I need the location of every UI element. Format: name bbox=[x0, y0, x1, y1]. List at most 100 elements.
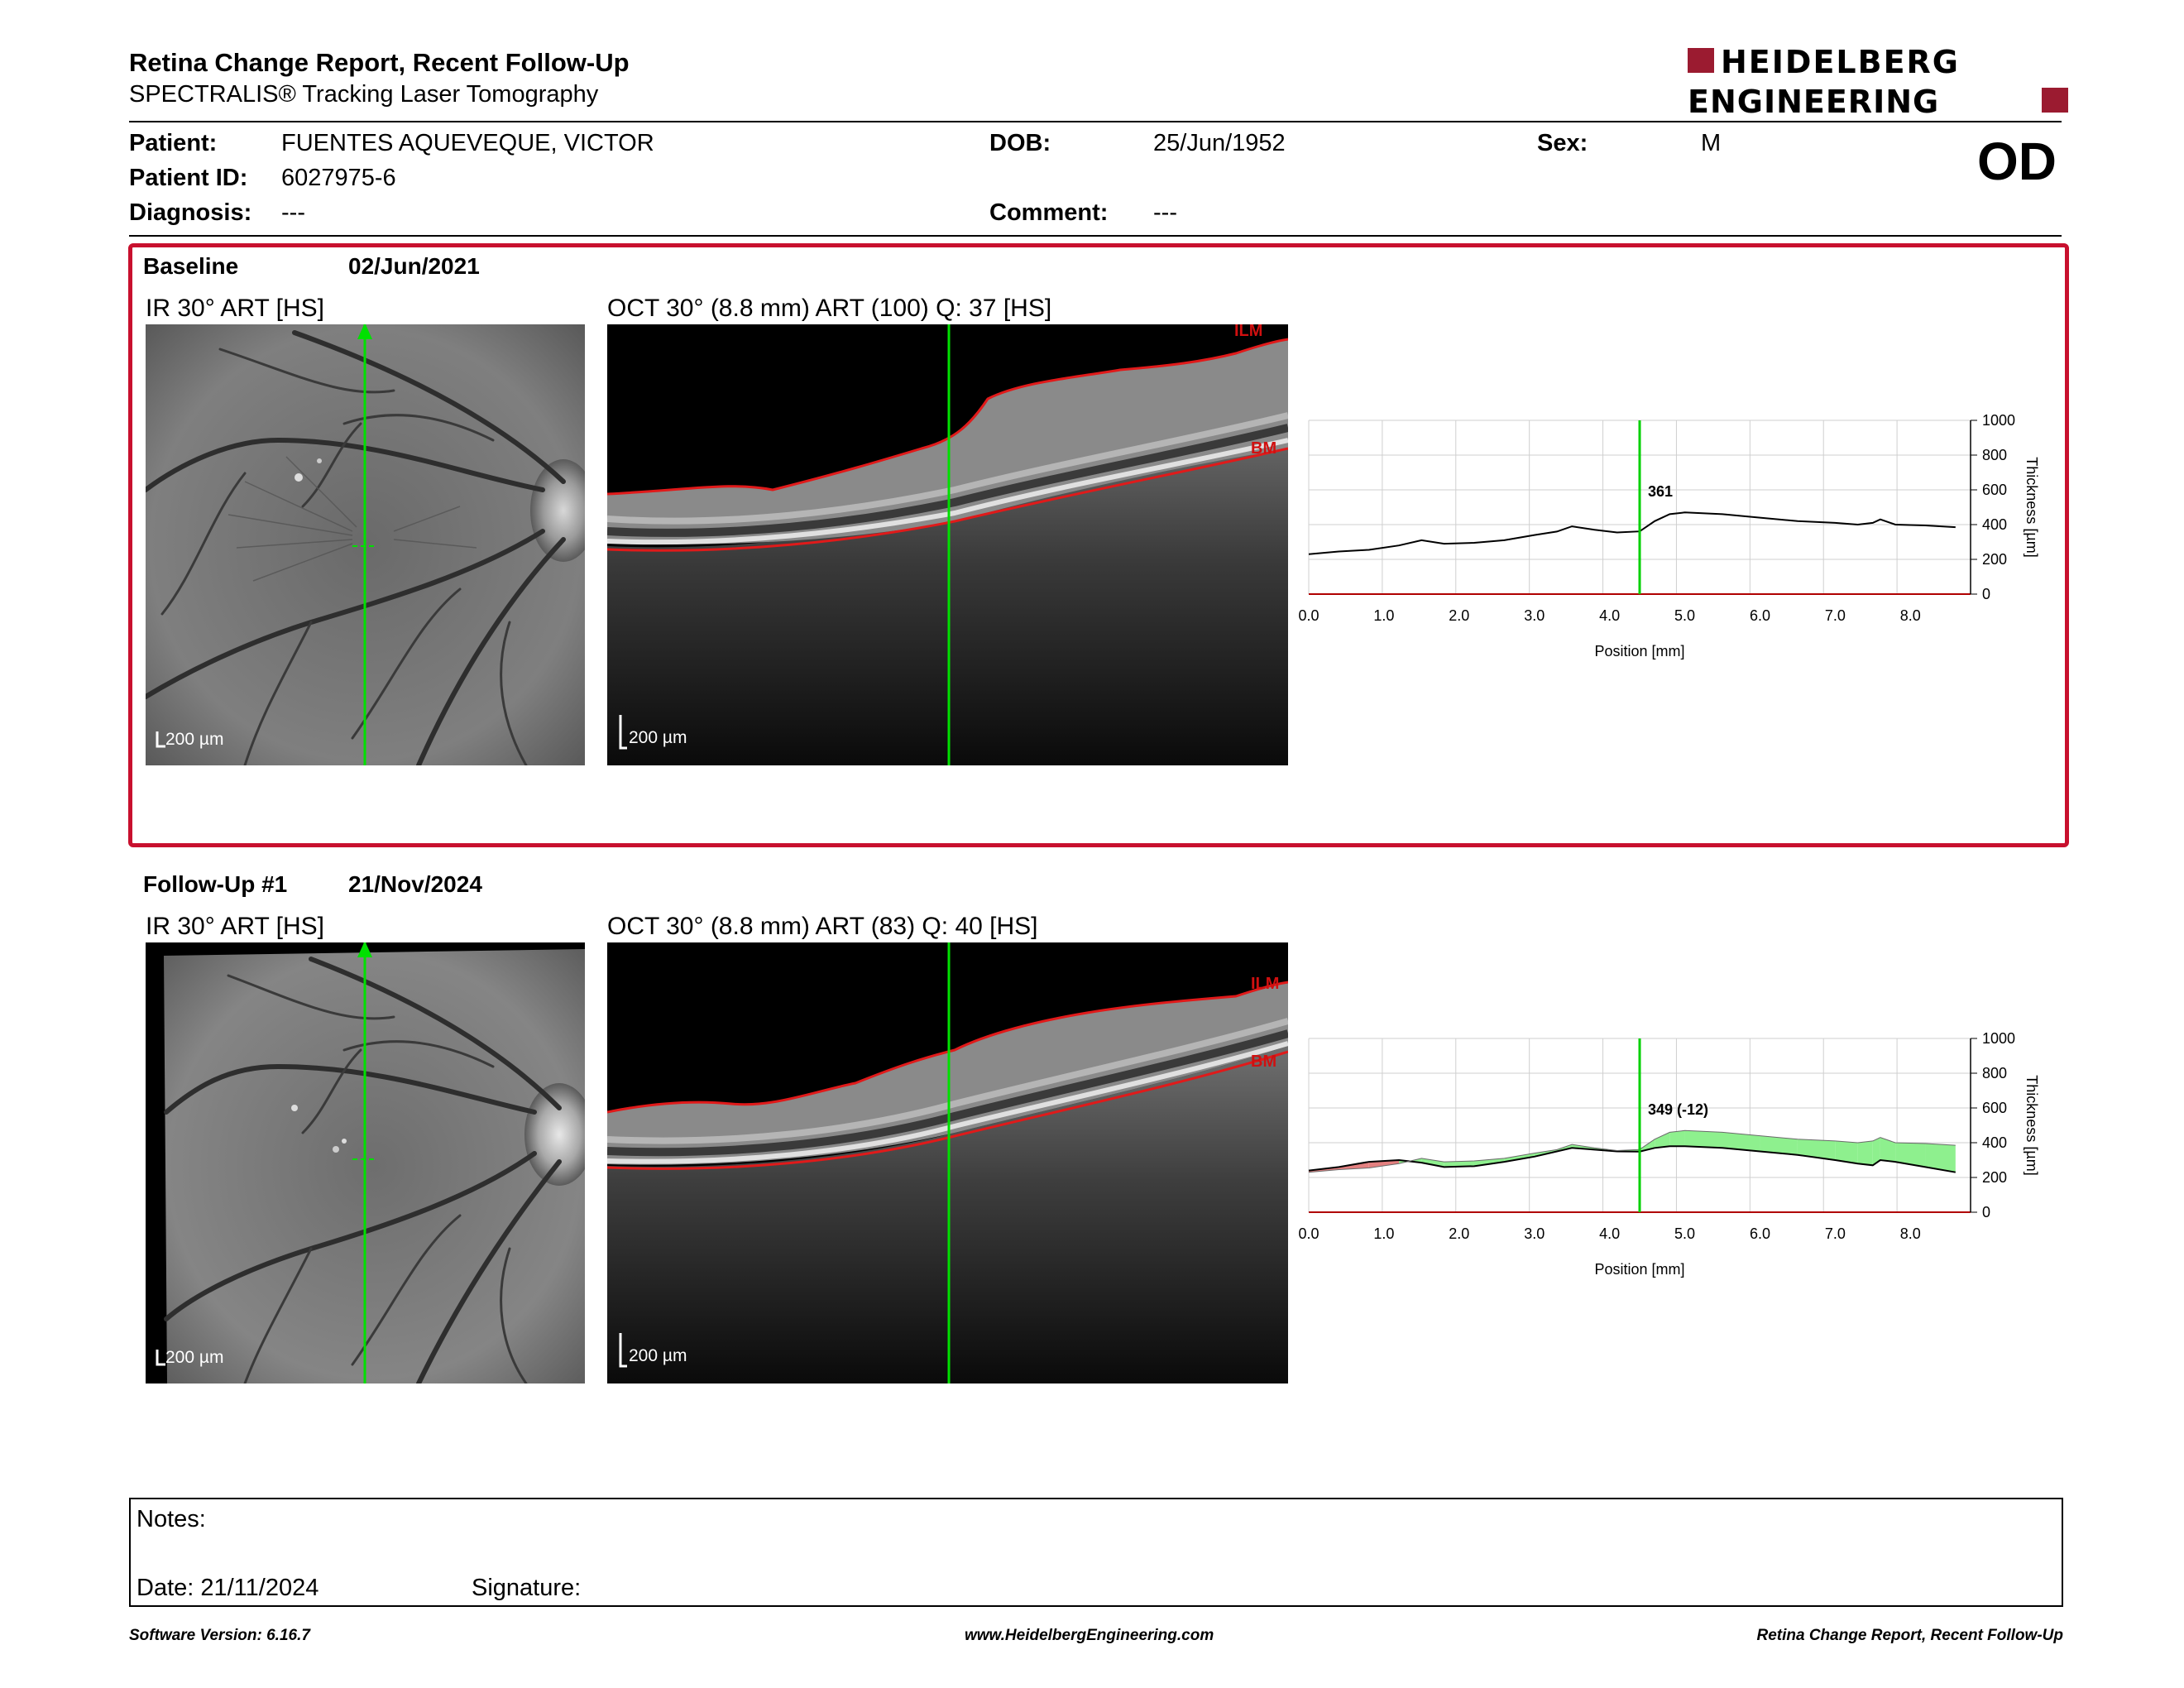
followup-bm-label: BM bbox=[1251, 1053, 1276, 1071]
followup-chart-ytick-label: 400 bbox=[1982, 1134, 2007, 1151]
baseline-oct-scalebar bbox=[619, 715, 627, 750]
patient-name: FUENTES AQUEVEQUE, VICTOR bbox=[281, 130, 654, 156]
logo-line2: ENGINEERING bbox=[1688, 84, 1939, 116]
baseline-chart-xtick-label: 8.0 bbox=[1900, 607, 1921, 624]
followup-chart-difference-area bbox=[1572, 1144, 1595, 1150]
baseline-thickness-chart: 0 200 400 600 800 1000 0.0 1.0 2.0 3.0 4.0 5.0 6.0 7.… bbox=[1298, 412, 2040, 659]
followup-chart-xtick-label: 0.0 bbox=[1298, 1225, 1319, 1242]
logo-line1: HEIDELBERG bbox=[1721, 46, 1960, 80]
diagnosis-value: --- bbox=[281, 199, 305, 226]
baseline-ir-scalebar bbox=[156, 731, 165, 748]
followup-chart-difference-area bbox=[1684, 1130, 1722, 1149]
followup-chart-difference-area bbox=[1655, 1132, 1670, 1149]
followup-chart-ytick-label: 1000 bbox=[1982, 1030, 2015, 1047]
followup-chart-difference-area bbox=[1504, 1153, 1535, 1163]
followup-chart-xtick-label: 5.0 bbox=[1674, 1225, 1695, 1242]
baseline-ilm-label: ILM bbox=[1234, 324, 1262, 340]
followup-chart-xtick-label: 6.0 bbox=[1750, 1225, 1770, 1242]
baseline-date: 02/Jun/2021 bbox=[348, 253, 480, 279]
baseline-bm-label: BM bbox=[1251, 439, 1276, 458]
followup-chart-difference-area bbox=[1925, 1144, 1956, 1172]
followup-chart-xtick-label: 2.0 bbox=[1449, 1225, 1469, 1242]
followup-chart-y-axis-label: Thickness [µm] bbox=[2024, 1075, 2040, 1175]
baseline-chart-xtick-label: 1.0 bbox=[1373, 607, 1394, 624]
diagnosis-label: Diagnosis: bbox=[129, 199, 252, 226]
notes-box[interactable]: Notes: Date: 21/11/2024 Signature: bbox=[129, 1498, 2063, 1607]
baseline-chart-xtick-label: 0.0 bbox=[1298, 607, 1319, 624]
followup-oct-scalebar bbox=[619, 1333, 627, 1368]
followup-date: 21/Nov/2024 bbox=[348, 871, 482, 897]
patient-id-label: Patient ID: bbox=[129, 165, 248, 191]
followup-label: Follow-Up #1 bbox=[143, 871, 288, 897]
baseline-chart-y-axis-label: Thickness [µm] bbox=[2024, 457, 2040, 557]
followup-chart-xtick-label: 3.0 bbox=[1524, 1225, 1545, 1242]
sex-value: M bbox=[1701, 130, 1722, 156]
followup-chart-xtick-label: 8.0 bbox=[1900, 1225, 1921, 1242]
followup-chart-ytick-label: 800 bbox=[1982, 1065, 2007, 1081]
baseline-oct-title: OCT 30° (8.8 mm) ART (100) Q: 37 [HS] bbox=[607, 295, 1052, 322]
report-subtitle: SPECTRALIS® Tracking Laser Tomography bbox=[129, 81, 599, 108]
baseline-selected-frame[interactable] bbox=[128, 243, 2069, 847]
followup-ir-scalebar bbox=[156, 1350, 165, 1366]
followup-chart-xtick-label: 4.0 bbox=[1599, 1225, 1620, 1242]
signature-label: Signature: bbox=[472, 1575, 582, 1601]
followup-oct-scale-label: 200 µm bbox=[629, 1346, 687, 1365]
followup-chart-ytick-label: 600 bbox=[1982, 1100, 2007, 1116]
baseline-ir-image[interactable]: 200 µm bbox=[146, 324, 585, 765]
comment-value: --- bbox=[1153, 199, 1177, 226]
followup-chart-difference-area bbox=[1444, 1161, 1474, 1168]
baseline-oct-image[interactable]: ILM BM 200 µm bbox=[607, 324, 1288, 765]
followup-chart-xtick-label: 7.0 bbox=[1825, 1225, 1846, 1242]
followup-chart-difference-area bbox=[1895, 1143, 1926, 1168]
baseline-oct-scale-label: 200 µm bbox=[629, 728, 687, 747]
baseline-chart-xtick-label: 7.0 bbox=[1825, 607, 1846, 624]
followup-ir-title: IR 30° ART [HS] bbox=[146, 913, 324, 940]
notes-date: Date: 21/11/2024 bbox=[136, 1575, 319, 1601]
baseline-chart-x-axis-label: Position [mm] bbox=[1594, 643, 1684, 659]
followup-oct-title: OCT 30° (8.8 mm) ART (83) Q: 40 [HS] bbox=[607, 913, 1038, 940]
followup-chart-difference-area bbox=[1872, 1137, 1880, 1166]
footer-report-name: Retina Change Report, Recent Follow-Up bbox=[1756, 1627, 2063, 1644]
patient-label: Patient: bbox=[129, 130, 218, 156]
baseline-ir-scale-label: 200 µm bbox=[165, 730, 224, 749]
baseline-ir-title: IR 30° ART [HS] bbox=[146, 295, 324, 322]
baseline-chart-ytick-label: 200 bbox=[1982, 551, 2007, 568]
followup-ir-image[interactable]: 200 µm bbox=[146, 942, 585, 1383]
header-divider bbox=[129, 121, 2062, 122]
dob-value: 25/Jun/1952 bbox=[1153, 130, 1286, 156]
followup-ilm-label: ILM bbox=[1251, 975, 1279, 993]
followup-chart-xtick-label: 1.0 bbox=[1373, 1225, 1394, 1242]
dob-label: DOB: bbox=[989, 130, 1051, 156]
followup-chart-ytick-label: 200 bbox=[1982, 1169, 2007, 1186]
notes-label: Notes: bbox=[136, 1506, 206, 1532]
followup-oct-image[interactable]: ILM BM 200 µm bbox=[607, 942, 1288, 1383]
followup-chart-x-axis-label: Position [mm] bbox=[1594, 1261, 1684, 1278]
baseline-chart-xtick-label: 4.0 bbox=[1599, 607, 1620, 624]
followup-ir-scale-label: 200 µm bbox=[165, 1348, 224, 1367]
followup-thickness-chart: 0 200 400 600 800 1000 0.0 1.0 2.0 3.0 4.0 5.0 6.0 7.… bbox=[1298, 1030, 2040, 1278]
patient-id: 6027975-6 bbox=[281, 165, 396, 191]
followup-chart-difference-area bbox=[1880, 1137, 1896, 1163]
baseline-chart-ytick-label: 400 bbox=[1982, 516, 2007, 533]
baseline-chart-thickness-line bbox=[1308, 511, 1956, 555]
followup-chart-difference-area bbox=[1669, 1130, 1685, 1147]
baseline-chart-ytick-label: 0 bbox=[1982, 586, 1990, 602]
baseline-chart-marker-value: 361 bbox=[1648, 483, 1673, 500]
baseline-label: Baseline bbox=[143, 253, 239, 279]
followup-chart-difference-area bbox=[1722, 1132, 1760, 1152]
eye-indicator: OD bbox=[1977, 132, 2057, 191]
followup-chart-difference-area bbox=[1760, 1135, 1798, 1155]
patient-divider bbox=[129, 235, 2062, 237]
baseline-chart-xtick-label: 2.0 bbox=[1449, 607, 1469, 624]
footer-software-version: Software Version: 6.16.7 bbox=[129, 1627, 310, 1644]
footer-website[interactable]: www.HeidelbergEngineering.com bbox=[965, 1627, 1214, 1644]
baseline-chart-xtick-label: 6.0 bbox=[1750, 607, 1770, 624]
baseline-chart-xtick-label: 3.0 bbox=[1524, 607, 1545, 624]
followup-chart-difference-area bbox=[1797, 1139, 1836, 1160]
baseline-chart-xtick-label: 5.0 bbox=[1674, 607, 1695, 624]
heidelberg-logo: HEIDELBERG ENGINEERING bbox=[1688, 46, 2068, 116]
comment-label: Comment: bbox=[989, 199, 1109, 226]
sex-label: Sex: bbox=[1537, 130, 1588, 156]
followup-chart-difference-area bbox=[1421, 1158, 1444, 1168]
baseline-chart-ytick-label: 800 bbox=[1982, 447, 2007, 463]
